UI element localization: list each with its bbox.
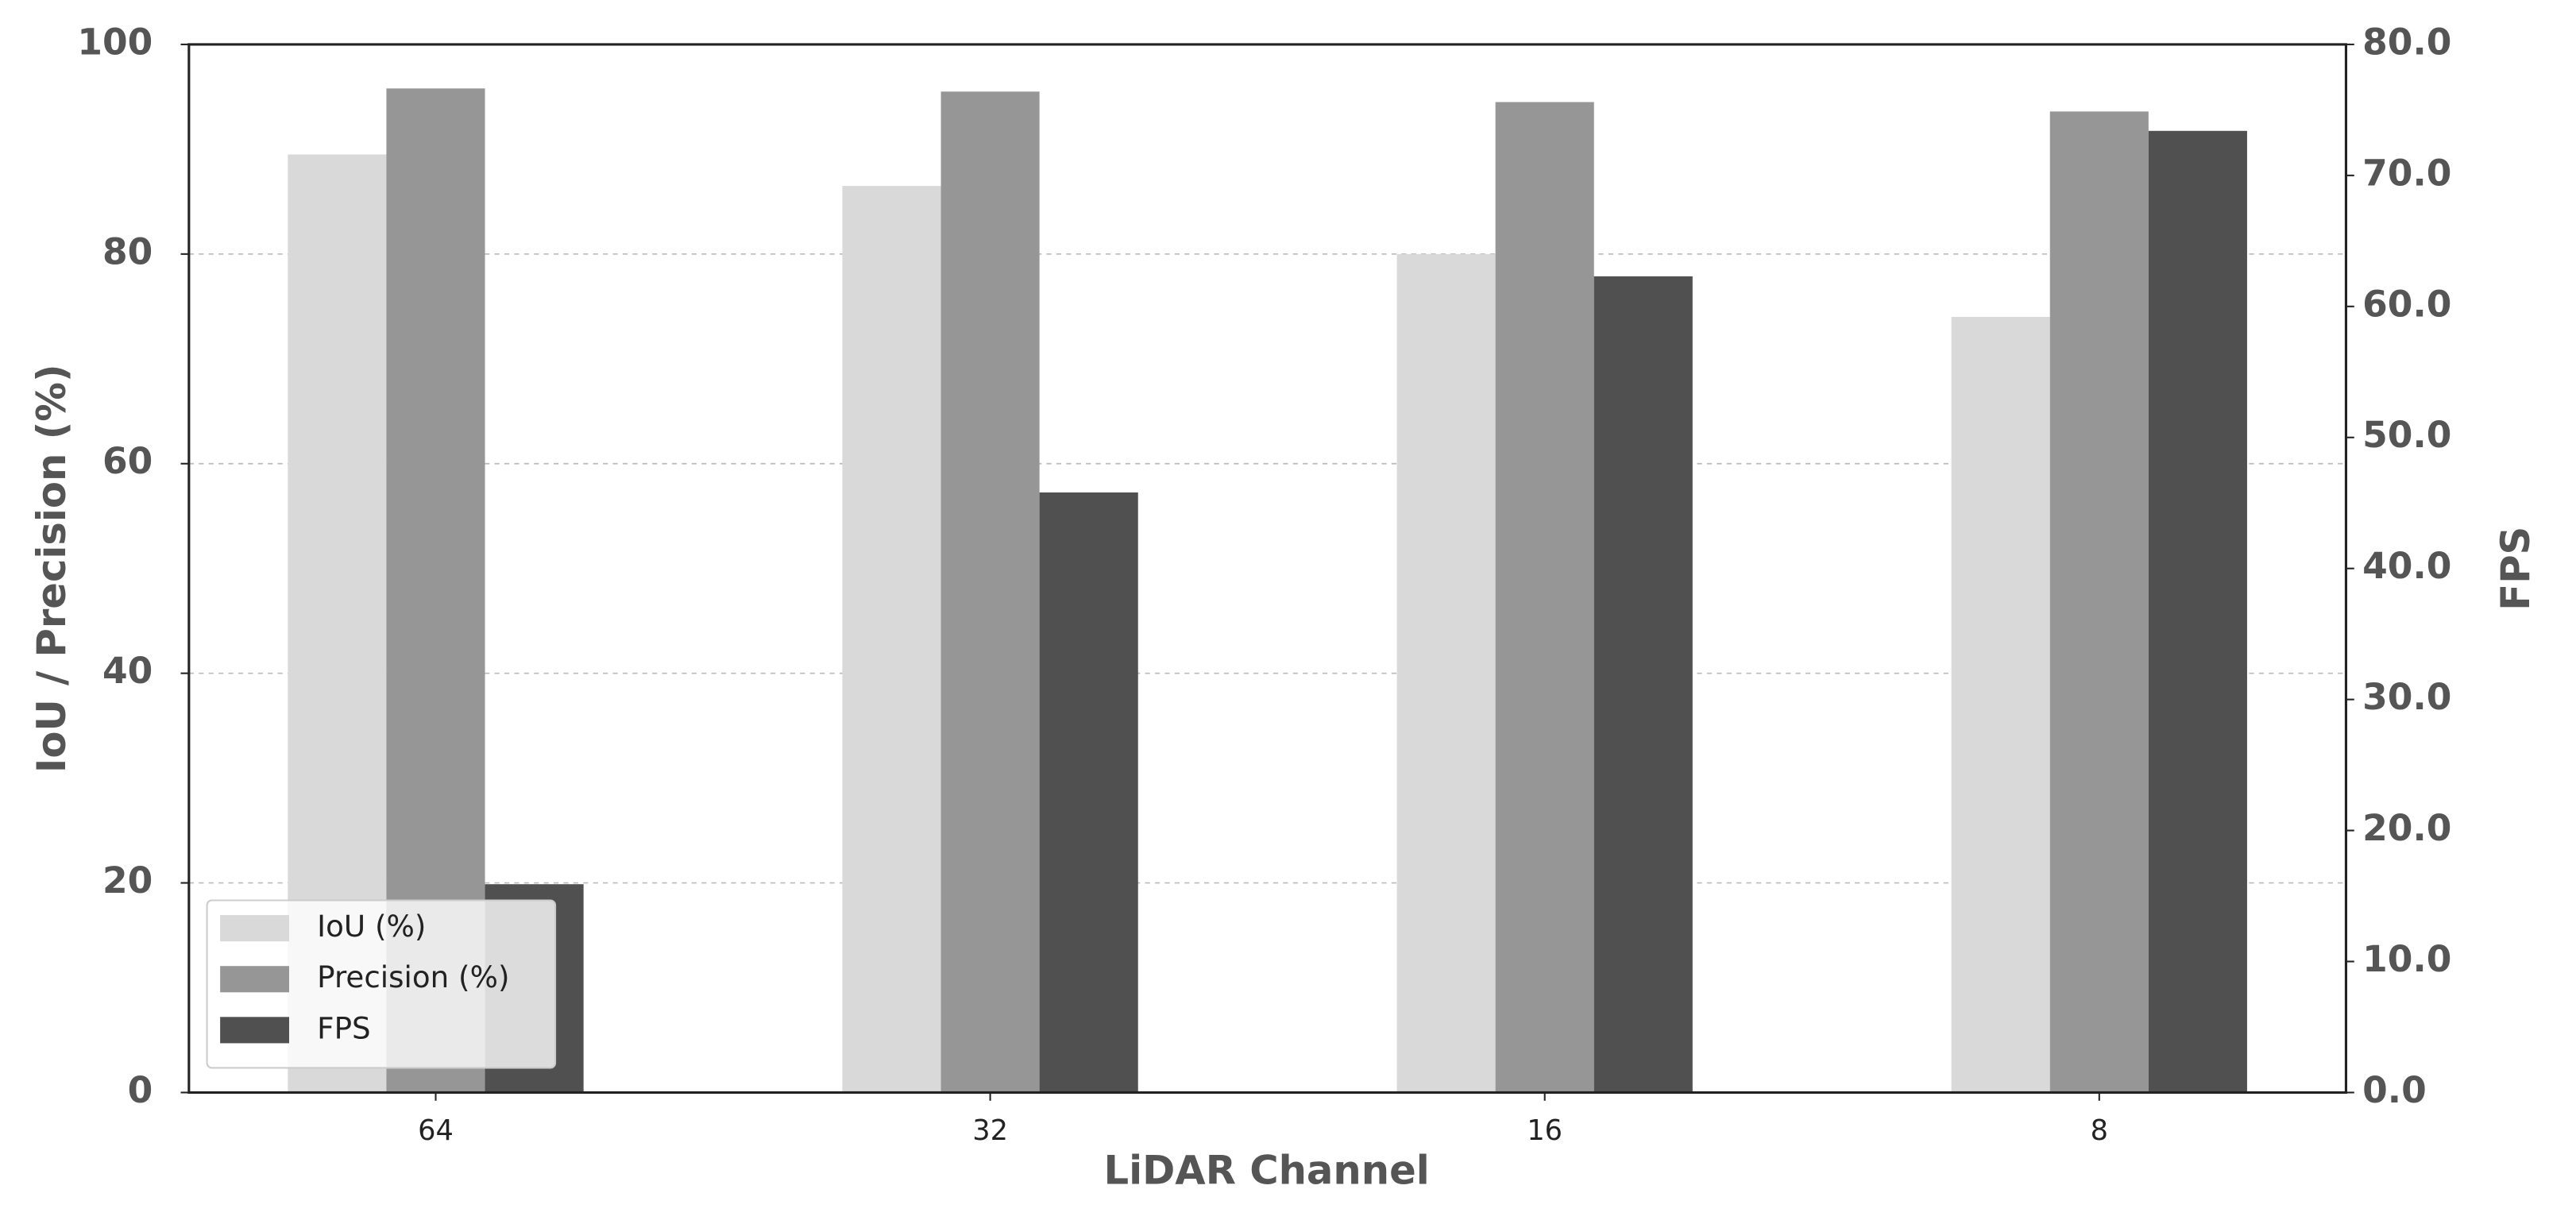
y2-tick-label: 30.0 [2362,676,2451,718]
y2-tick-label: 20.0 [2362,807,2451,849]
legend: IoU (%) Precision (%) FPS [206,899,557,1069]
legend-box [206,899,557,1069]
y-tick-label: 60 [102,440,153,482]
y2-tick-label: 70.0 [2362,152,2451,194]
x-tick-label: 8 [2091,1114,2108,1147]
bar [2148,130,2247,1093]
bar [1396,253,1496,1093]
y-tick-label: 0 [128,1069,153,1111]
x-tick-label: 32 [972,1114,1008,1147]
bar [1951,317,2050,1093]
bar [842,186,941,1093]
y2-tick-label: 60.0 [2362,283,2451,325]
y-tick-label: 40 [102,650,153,692]
legend-label: Precision (%) [317,960,509,994]
y2-tick-label: 0.0 [2362,1069,2427,1111]
y2-axis-title: FPS [2493,527,2539,611]
bar [1495,102,1594,1093]
y-axis-title: IoU / Precision (%) [29,364,75,773]
x-tick-label: 64 [418,1114,454,1147]
legend-swatch [220,915,290,942]
bar [940,91,1040,1093]
y-tick-label: 80 [102,230,153,272]
bar [1593,276,1693,1093]
y-tick-label: 20 [102,859,153,902]
x-tick-label: 16 [1527,1114,1562,1147]
y2-tick-label: 80.0 [2362,21,2451,63]
y2-tick-label: 10.0 [2362,938,2451,980]
y2-tick-label: 50.0 [2362,414,2451,456]
legend-label: IoU (%) [317,909,426,944]
bar [2049,111,2149,1093]
x-axis-title: LiDAR Channel [1103,1147,1429,1193]
y2-tick-label: 40.0 [2362,545,2451,587]
bar [1039,492,1138,1093]
legend-swatch [220,1017,290,1044]
legend-swatch [220,966,290,993]
y-tick-label: 100 [77,21,153,63]
plot-frame [187,43,2347,1095]
legend-label: FPS [317,1010,370,1045]
